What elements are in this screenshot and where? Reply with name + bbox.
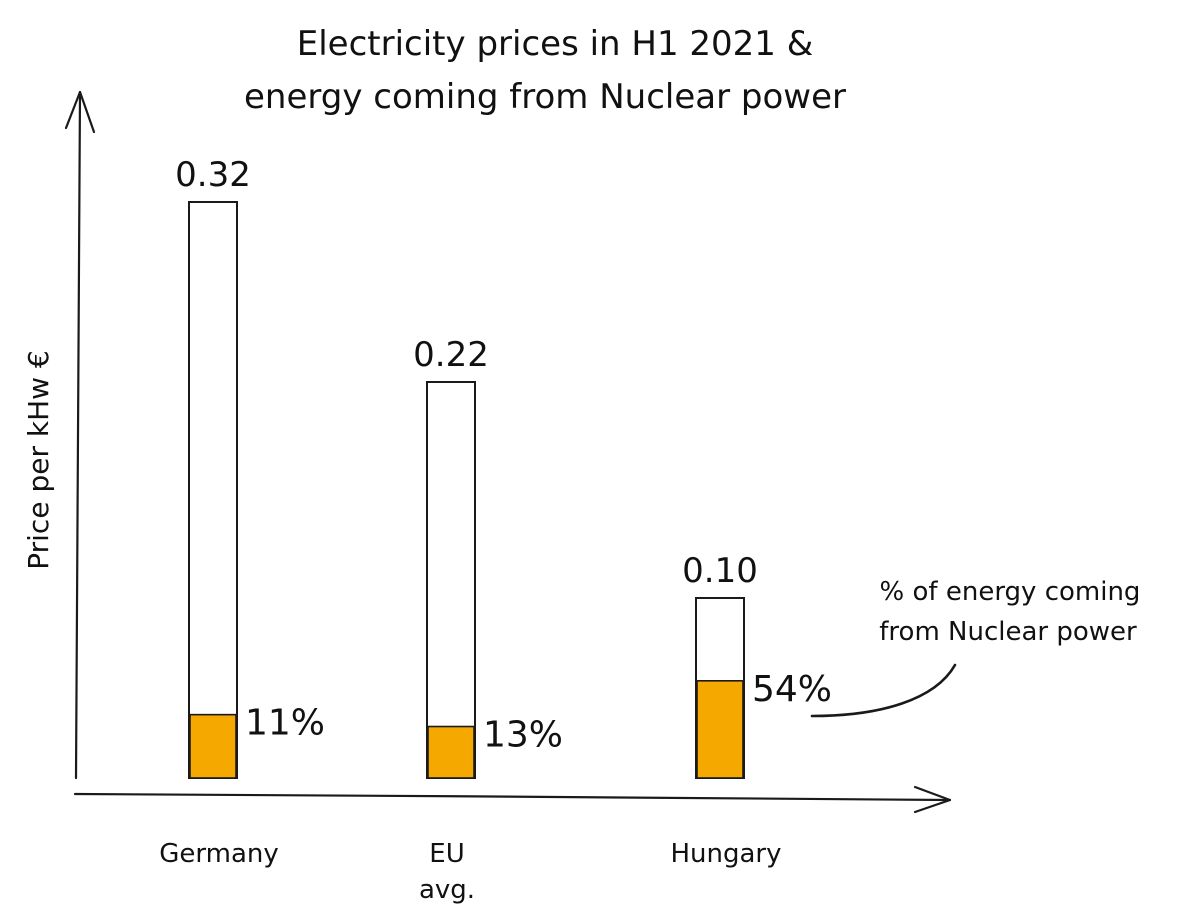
annotation-line-2: from Nuclear power (879, 617, 1137, 647)
nuclear-fill-3 (696, 679, 744, 779)
price-label-2: 0.22 (413, 335, 489, 375)
y-axis-label: Price per kHw € (22, 350, 55, 570)
category-label-2-line-1: EU (429, 839, 464, 869)
price-label-1: 0.32 (175, 155, 251, 195)
nuclear-share-label-1: 11% (245, 703, 325, 744)
labels: 0.32 11% Germany 0.22 13% EU avg. 0.10 54% Hungar… (159, 155, 832, 905)
category-label-1-line-1: Germany (159, 839, 279, 869)
chart-title-line-1: Electricity prices in H1 2021 & (297, 24, 814, 64)
price-bar-2 (426, 381, 476, 779)
nuclear-fill-2 (427, 725, 475, 779)
nuclear-fill-1 (189, 713, 237, 779)
nuclear-share-label-3: 54% (752, 669, 832, 710)
category-label-3-line-1: Hungary (670, 839, 781, 869)
category-label-2-line-2: avg. (419, 875, 475, 905)
x-axis (73, 785, 952, 814)
annotation-pointer (810, 663, 957, 718)
annotation-line-1: % of energy coming (880, 577, 1141, 607)
chart-title-line-2: energy coming from Nuclear power (244, 77, 846, 117)
price-label-3: 0.10 (682, 551, 758, 591)
y-axis (64, 90, 96, 780)
nuclear-share-label-2: 13% (483, 715, 563, 756)
bars (188, 201, 745, 779)
price-bar-1 (188, 201, 238, 779)
